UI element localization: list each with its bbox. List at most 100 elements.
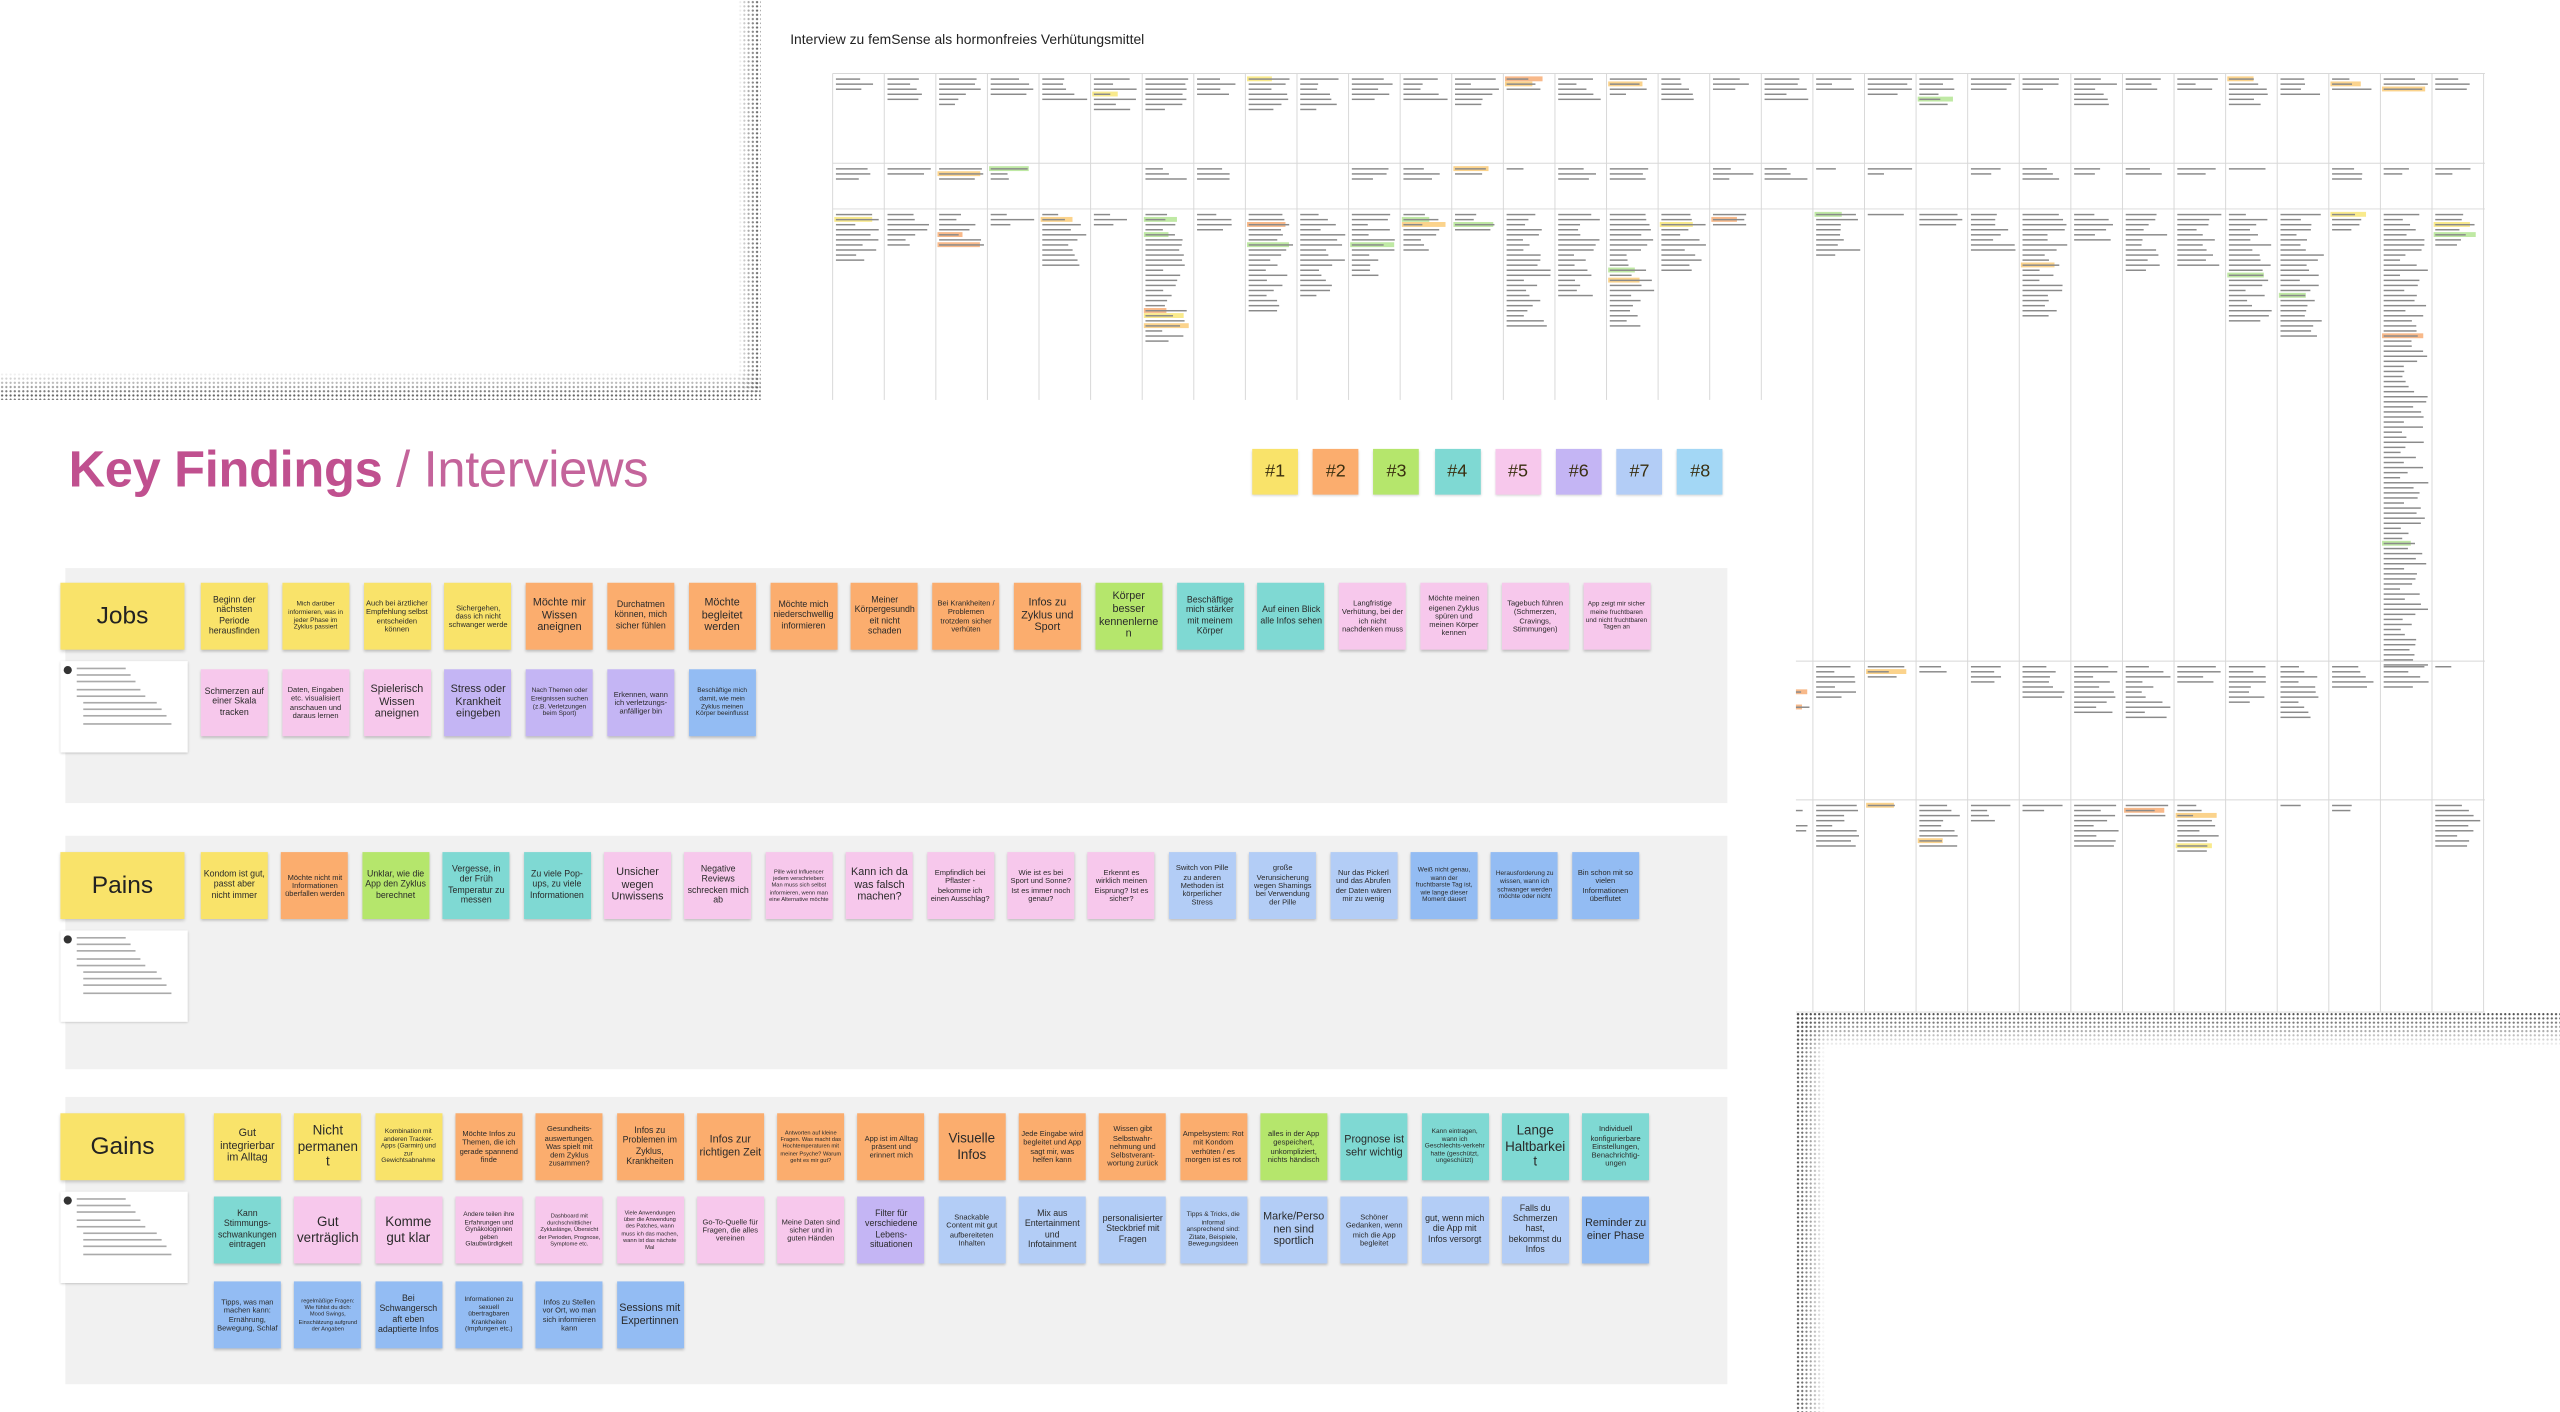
sticky-note: Beschäftige mich damit, wie mein Zyklus … [688,669,756,737]
cell-text [1351,274,1379,277]
cell-text [1403,229,1440,231]
cell-text [887,244,910,246]
cell-text [1970,173,1992,175]
sticky-note: Dashboard mit durchschnittlicher Zyklusl… [535,1196,603,1264]
cell-text [2177,850,2207,852]
cell-text [2022,304,2045,307]
cell-text [2125,686,2154,688]
cell-text [1455,103,1482,106]
cell-text [1558,234,1581,236]
cell-text [1970,249,2016,251]
sticky-note: Gut integrierbar im Alltag [213,1113,281,1181]
cell-text [1506,264,1538,266]
cell-text [1042,259,1078,261]
cell-text [2280,223,2312,226]
cell-text [1403,213,1425,216]
cell-text [1970,88,2007,90]
sticky-note: Informationen zu sexuell übertragbaren K… [455,1281,523,1349]
cell-text [1093,103,1116,106]
sticky-note: Bei Schwangerschaft eben adaptierte Info… [374,1281,442,1349]
cell-text [990,218,1035,221]
cell-text [1042,244,1069,246]
cell-text [1248,284,1283,287]
cell-text [2383,497,2418,499]
cell-text [1145,83,1186,85]
cell-text [1661,264,1690,266]
cell-text [1816,249,1861,251]
cell-text [1145,269,1164,271]
cell-text [2383,234,2407,236]
cell-text [1145,223,1176,226]
cell-text [2383,365,2404,368]
cell-text [1919,93,1939,96]
cell-text [1455,88,1499,90]
cell-text [2125,701,2163,703]
cell-text [1145,274,1181,277]
cell-text [1816,681,1856,683]
sticky-note: Tagebuch führen (Schmerzen, Cravings, St… [1501,582,1569,650]
sticky-note: Lange Haltbarkeit [1501,1113,1569,1181]
cell-text [2383,426,2423,428]
cell-text [2332,78,2350,80]
cell-text [1197,88,1221,90]
cell-text [2383,676,2421,678]
cell-text [2022,284,2063,287]
sticky-note: Möchte mir Wissen aneignen [526,582,593,650]
cell-text [2280,686,2316,688]
cell-text [2383,436,2407,438]
cell-text [990,178,1009,180]
cell-text [1970,809,1988,812]
cell-text [2177,249,2207,251]
sticky-note: große Verunsicherung wegen Shamings bei … [1249,852,1317,920]
cell-text [1145,108,1165,111]
cell-text [2177,259,2206,261]
cell-text [2383,223,2411,226]
cell-text [2332,229,2352,231]
cell-text [1145,259,1183,261]
cell-text [1609,223,1650,226]
cell-text [2228,254,2260,256]
cell-text [1970,676,2002,678]
cell-text [1248,249,1287,251]
cell-text [1351,78,1384,80]
cell-text [1145,340,1169,342]
cell-text [1816,840,1851,842]
cell-text [1867,168,1913,170]
cell-text [1506,254,1541,256]
cell-text [2280,716,2311,719]
cell-text [1300,213,1319,216]
cell-text [2332,168,2355,170]
sticky-note: Langfristige Verhütung, bei der ich nich… [1339,582,1407,650]
cell-text [2435,213,2464,216]
cell-text [2125,269,2146,271]
cell-text [1093,213,1111,216]
cell-text [2125,234,2168,236]
cell-text [1455,78,1496,80]
cell-text [2125,706,2171,708]
cell-text [1919,223,1957,226]
cell-text [1558,274,1592,277]
cell-text [2332,213,2356,216]
cell-text [1764,98,1809,101]
cell-text [1506,223,1526,226]
cell-text [1816,676,1855,678]
card-line [76,1211,136,1214]
cell-text [1764,83,1798,85]
sticky-note: Switch von Pille zu anderen Methoden ist… [1168,852,1236,920]
cell-text [2383,416,2424,418]
sticky-note: Viele Anwendungen über die Anwendung des… [616,1196,684,1264]
cell-text [2022,289,2063,292]
cell-text [2280,671,2305,673]
cell-text [2435,824,2469,827]
board-title: Key Findings / Interviews [69,441,649,500]
cell-text [2383,492,2420,494]
cell-text [2074,671,2118,673]
cell-text [887,173,925,175]
cell-text [1248,294,1267,297]
cell-text [2332,681,2374,683]
cell-text [2022,249,2057,251]
cell-text [2280,804,2301,807]
cell-text [1351,244,1384,246]
cell-text [1351,223,1368,226]
